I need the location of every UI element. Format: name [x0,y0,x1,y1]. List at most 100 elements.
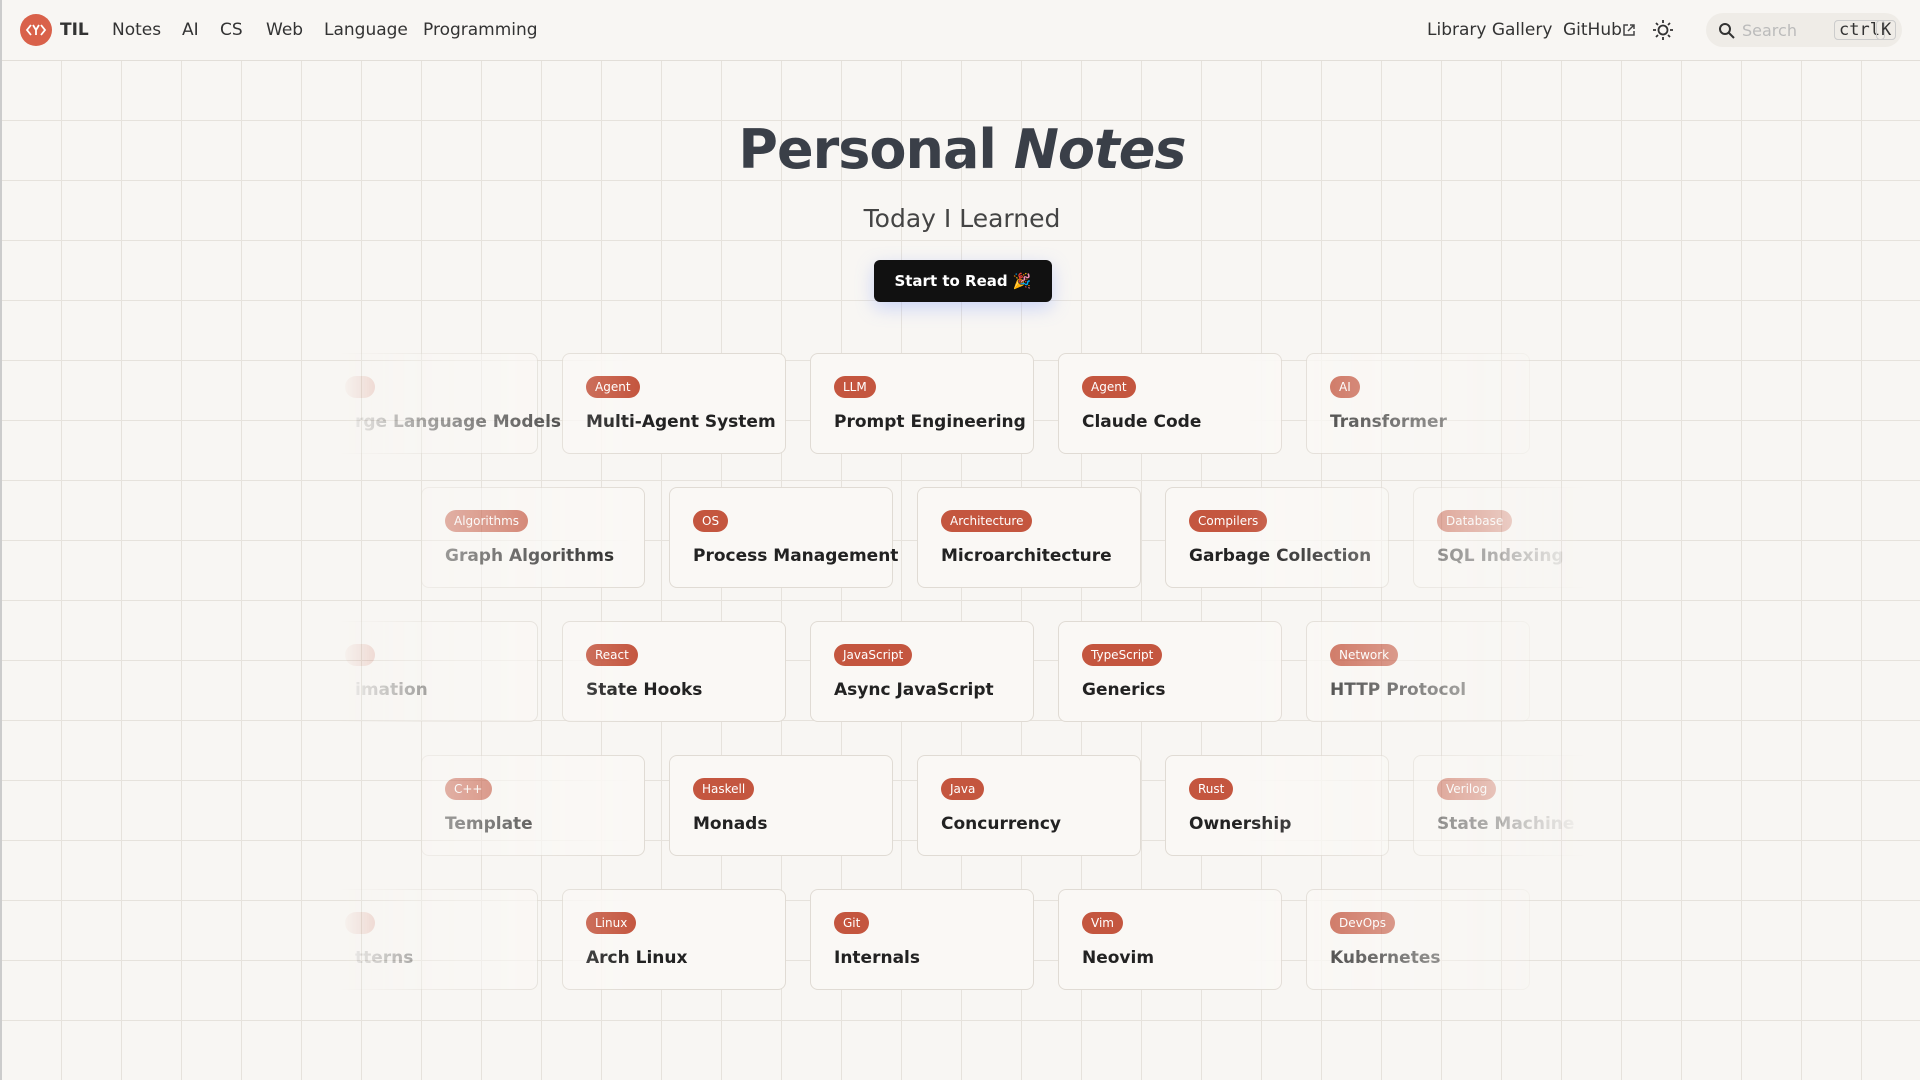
card-tag: React [586,644,638,666]
note-card[interactable]: Agent Claude Code [1058,353,1282,454]
note-card[interactable]: rge Language Models [339,353,561,454]
note-card[interactable]: imation [339,621,538,722]
nav-link[interactable]: AI [182,20,199,40]
card-tag: LLM [834,376,876,398]
card-tag: Git [834,912,870,934]
card-title: Graph Algorithms [445,546,615,566]
card-tag-pill [345,912,375,934]
note-card[interactable]: Haskell Monads [669,755,893,856]
note-card[interactable]: Linux Arch Linux [562,889,786,990]
card-tag: C++ [445,778,492,800]
shortcut-key: ctrl [1834,20,1885,40]
card-grid: rge Language Models Agent Multi-Agent Syst… [339,353,1587,1013]
card-title: tterns [355,948,414,968]
card-title: Internals [834,948,920,968]
card-title: rge Language Models [355,412,562,432]
card-tag: OS [693,510,729,532]
shortcut-key: K [1876,20,1897,40]
card-title: Generics [1082,680,1166,700]
card-title: imation [355,680,428,700]
note-card[interactable]: Agent Multi-Agent System [562,353,786,454]
card-tag: JavaScript [834,644,913,666]
hero-title: Personal Notes [2,118,1920,181]
card-title: Arch Linux [586,948,688,968]
navbar: TIL Notes AI CS Web Language Programming Libr… [2,0,1920,61]
title-text: Personal [738,118,996,181]
card-tag: Vim [1082,912,1123,934]
note-card[interactable]: OS Process Management [669,487,898,588]
note-card[interactable]: Java Concurrency [917,755,1141,856]
note-card[interactable]: AI Transformer [1306,353,1530,454]
card-title: Transformer [1330,412,1447,432]
card-title: SQL Indexing [1437,546,1564,566]
card-tag-pill [345,644,375,666]
card-tag: Haskell [693,778,755,800]
brand[interactable]: TIL [60,20,89,40]
card-title: Async JavaScript [834,680,994,700]
card-tag: DevOps [1330,912,1396,934]
note-card[interactable]: Vim Neovim [1058,889,1282,990]
search-box[interactable]: Search ctrl K [1706,13,1902,47]
note-card[interactable]: Compilers Garbage Collection [1165,487,1389,588]
card-title: Ownership [1189,814,1292,834]
note-card[interactable]: Network HTTP Protocol [1306,621,1530,722]
note-card[interactable]: DevOps Kubernetes [1306,889,1530,990]
card-title: Garbage Collection [1189,546,1372,566]
card-tag: Linux [586,912,637,934]
note-card[interactable]: Architecture Microarchitecture [917,487,1141,588]
nav-link[interactable]: Library Gallery [1427,20,1553,40]
nav-link[interactable]: GitHub [1563,20,1622,40]
note-card[interactable]: LLM Prompt Engineering [810,353,1034,454]
note-card[interactable]: JavaScript Async JavaScript [810,621,1034,722]
card-title: HTTP Protocol [1330,680,1467,700]
card-title: Process Management [693,546,899,566]
note-card[interactable]: React State Hooks [562,621,786,722]
card-title: Template [445,814,533,834]
card-title: Concurrency [941,814,1061,834]
nav-link[interactable]: CS [220,20,243,40]
card-tag-pill [345,376,375,398]
card-title: Microarchitecture [941,546,1112,566]
card-tag: Database [1437,510,1513,532]
card-title: Multi-Agent System [586,412,776,432]
nav-link[interactable]: Language [324,20,408,40]
card-tag: Agent [586,376,640,398]
note-card[interactable]: Database SQL Indexing [1413,487,1587,588]
title-emphasis: Notes [1013,118,1187,181]
card-tag: Architecture [941,510,1033,532]
card-tag: Network [1330,644,1399,666]
card-tag: Java [941,778,985,800]
note-card[interactable]: Rust Ownership [1165,755,1389,856]
card-tag: Rust [1189,778,1234,800]
note-card[interactable]: Git Internals [810,889,1034,990]
card-tag: Compilers [1189,510,1268,532]
nav-link[interactable]: Web [266,20,304,40]
card-tag: Agent [1082,376,1136,398]
note-card[interactable]: Verilog State Machine [1413,755,1587,856]
card-title: Claude Code [1082,412,1202,432]
card-title: Prompt Engineering [834,412,1026,432]
note-card[interactable]: Algorithms Graph Algorithms [421,487,645,588]
card-tag: Verilog [1437,778,1497,800]
start-button[interactable]: Start to Read 🎉 [874,260,1052,302]
note-card[interactable]: tterns [339,889,538,990]
search-icon [1719,23,1735,39]
card-tag: Algorithms [445,510,529,532]
card-title: State Machine [1437,814,1575,834]
hero-subtitle: Today I Learned [863,204,1061,233]
external-icon [1623,24,1635,36]
card-tag: TypeScript [1082,644,1163,666]
search-placeholder: Search [1742,21,1797,40]
card-title: Kubernetes [1330,948,1441,968]
card-title: State Hooks [586,680,703,700]
logo[interactable] [20,14,52,46]
card-title: Monads [693,814,768,834]
card-tag: AI [1330,376,1360,398]
nav-link[interactable]: Notes [112,20,162,40]
theme-toggle[interactable] [1652,19,1674,41]
note-card[interactable]: TypeScript Generics [1058,621,1282,722]
card-title: Neovim [1082,948,1155,968]
nav-link[interactable]: Programming [423,20,538,40]
note-card[interactable]: C++ Template [421,755,645,856]
